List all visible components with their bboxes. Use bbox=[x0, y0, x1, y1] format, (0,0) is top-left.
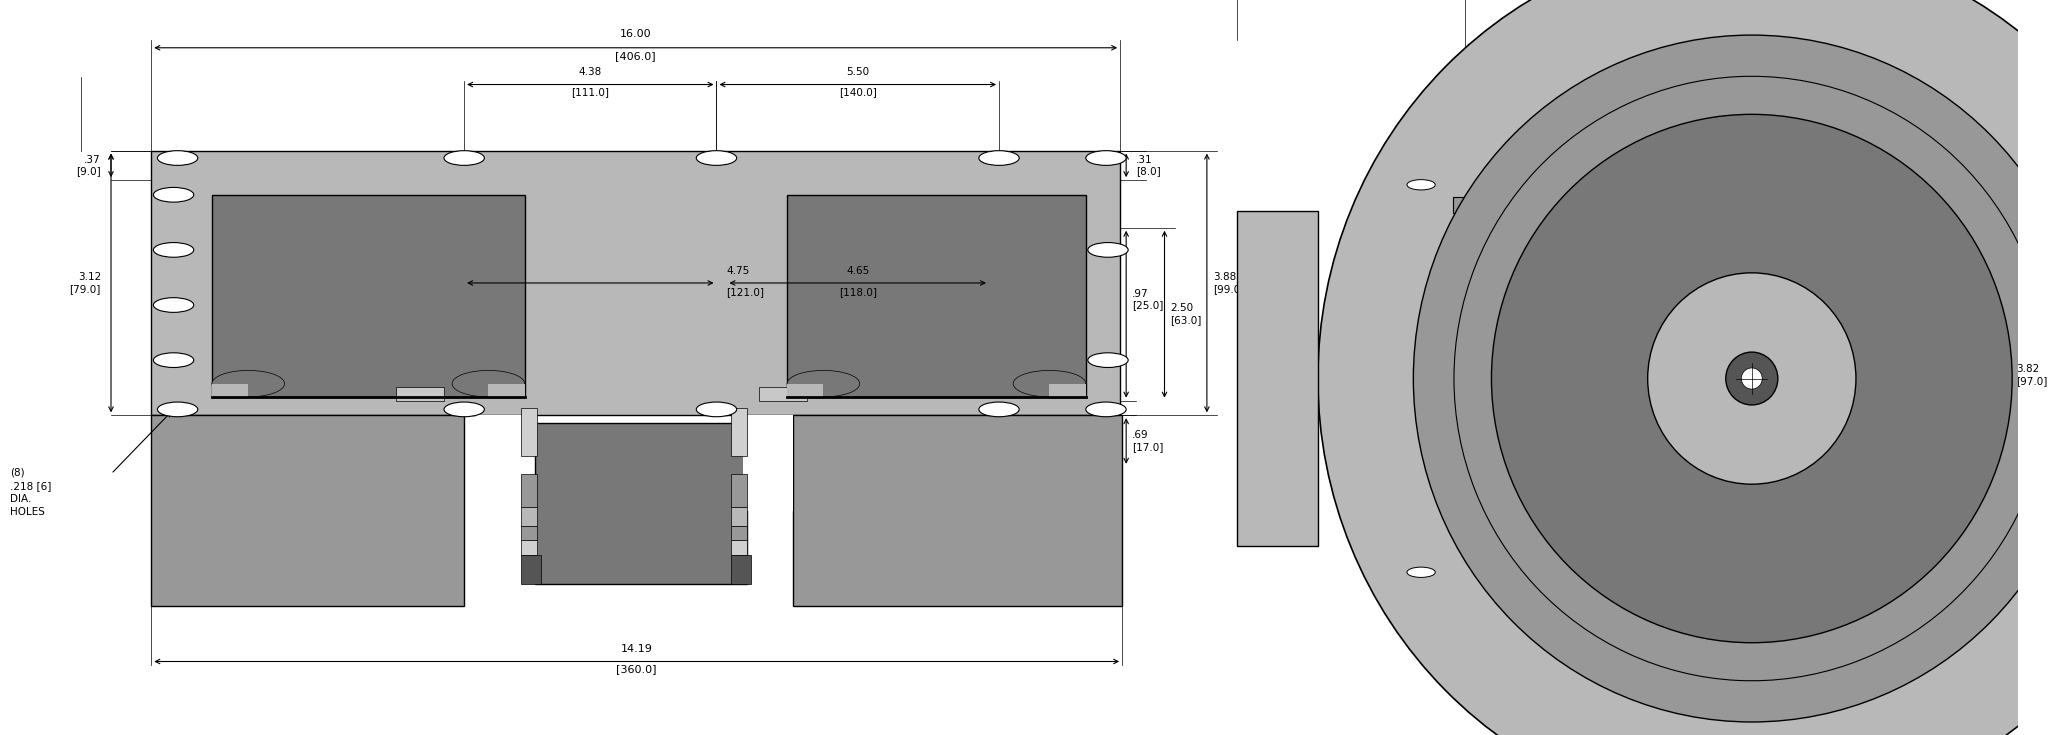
Wedge shape bbox=[1751, 208, 2048, 526]
Text: [162.0]: [162.0] bbox=[1716, 51, 1755, 62]
Text: [111.0]: [111.0] bbox=[571, 87, 610, 97]
Circle shape bbox=[696, 151, 737, 165]
Circle shape bbox=[154, 187, 195, 202]
Circle shape bbox=[154, 298, 195, 312]
Text: (8)
.218 [6]
DIA.
HOLES: (8) .218 [6] DIA. HOLES bbox=[10, 467, 51, 517]
Text: [360.0]: [360.0] bbox=[616, 664, 657, 674]
Bar bbox=[731, 555, 752, 584]
Text: 4.38: 4.38 bbox=[580, 67, 602, 77]
Text: [406.0]: [406.0] bbox=[616, 51, 655, 62]
Circle shape bbox=[1087, 353, 1128, 368]
Text: 3.88
[99.0]: 3.88 [99.0] bbox=[1212, 272, 1245, 294]
Text: 6.39: 6.39 bbox=[1722, 29, 1749, 39]
Circle shape bbox=[1085, 151, 1126, 165]
Circle shape bbox=[1014, 370, 1085, 397]
Bar bbox=[520, 526, 537, 540]
Bar bbox=[786, 195, 1085, 397]
Ellipse shape bbox=[1649, 273, 1855, 484]
Bar bbox=[1049, 384, 1085, 397]
Circle shape bbox=[696, 402, 737, 417]
Circle shape bbox=[444, 402, 485, 417]
Ellipse shape bbox=[1726, 352, 1778, 405]
Bar bbox=[520, 555, 541, 584]
Circle shape bbox=[786, 370, 860, 397]
Ellipse shape bbox=[1491, 115, 2011, 642]
Circle shape bbox=[1407, 179, 1436, 190]
Ellipse shape bbox=[1413, 35, 2048, 722]
Circle shape bbox=[158, 402, 199, 417]
Bar bbox=[152, 151, 1120, 415]
Text: [121.0]: [121.0] bbox=[727, 287, 764, 297]
Text: [118.0]: [118.0] bbox=[840, 287, 877, 297]
Bar bbox=[520, 507, 537, 526]
Bar bbox=[731, 507, 748, 526]
Text: 4.75: 4.75 bbox=[727, 265, 750, 276]
Bar bbox=[731, 526, 748, 540]
Circle shape bbox=[158, 151, 199, 165]
Bar bbox=[1049, 384, 1085, 397]
Text: .69
[17.0]: .69 [17.0] bbox=[1133, 430, 1163, 452]
Text: 3.08: 3.08 bbox=[1583, 74, 1608, 85]
Text: .37
[9.0]: .37 [9.0] bbox=[76, 154, 100, 176]
Circle shape bbox=[1407, 567, 1436, 578]
Text: 3.12
[79.0]: 3.12 [79.0] bbox=[70, 272, 100, 294]
Bar bbox=[760, 387, 807, 401]
Bar bbox=[731, 474, 748, 507]
Bar bbox=[743, 415, 793, 511]
Bar bbox=[477, 415, 526, 511]
Circle shape bbox=[453, 370, 524, 397]
Bar bbox=[211, 384, 248, 397]
Circle shape bbox=[444, 151, 485, 165]
Text: 2.50
[63.0]: 2.50 [63.0] bbox=[1171, 304, 1202, 325]
Bar bbox=[520, 540, 537, 555]
Bar bbox=[731, 540, 748, 555]
Circle shape bbox=[979, 402, 1020, 417]
Text: [140.0]: [140.0] bbox=[840, 87, 877, 97]
Circle shape bbox=[1085, 402, 1126, 417]
Text: [78.0]: [78.0] bbox=[1579, 94, 1612, 104]
Bar bbox=[786, 384, 823, 397]
Bar bbox=[1454, 395, 1503, 412]
Text: 4.65: 4.65 bbox=[846, 265, 868, 276]
Bar bbox=[1454, 197, 1503, 213]
Polygon shape bbox=[1968, 62, 2048, 246]
Bar bbox=[211, 384, 248, 397]
Circle shape bbox=[979, 151, 1020, 165]
Text: 16.00: 16.00 bbox=[621, 29, 651, 39]
Bar bbox=[152, 415, 465, 606]
Bar bbox=[520, 474, 537, 507]
Bar bbox=[520, 408, 537, 456]
Text: 5.50: 5.50 bbox=[846, 67, 868, 77]
Bar bbox=[786, 384, 823, 397]
Bar bbox=[211, 195, 524, 397]
Circle shape bbox=[1087, 243, 1128, 257]
Bar bbox=[395, 387, 444, 401]
Bar bbox=[1454, 296, 1503, 312]
Text: 3.82
[97.0]: 3.82 [97.0] bbox=[2015, 364, 2048, 386]
Bar bbox=[731, 408, 748, 456]
Text: .31
[8.0]: .31 [8.0] bbox=[1137, 154, 1161, 176]
Bar bbox=[793, 415, 1122, 606]
Circle shape bbox=[211, 370, 285, 397]
Ellipse shape bbox=[1319, 0, 2048, 735]
Circle shape bbox=[154, 243, 195, 257]
FancyBboxPatch shape bbox=[1237, 211, 1319, 546]
Ellipse shape bbox=[1741, 368, 1761, 389]
Bar bbox=[535, 423, 748, 584]
Text: 14.19: 14.19 bbox=[621, 644, 653, 654]
Text: .97
[25.0]: .97 [25.0] bbox=[1133, 289, 1163, 310]
Bar bbox=[487, 384, 524, 397]
Bar bbox=[487, 384, 524, 397]
Circle shape bbox=[154, 353, 195, 368]
